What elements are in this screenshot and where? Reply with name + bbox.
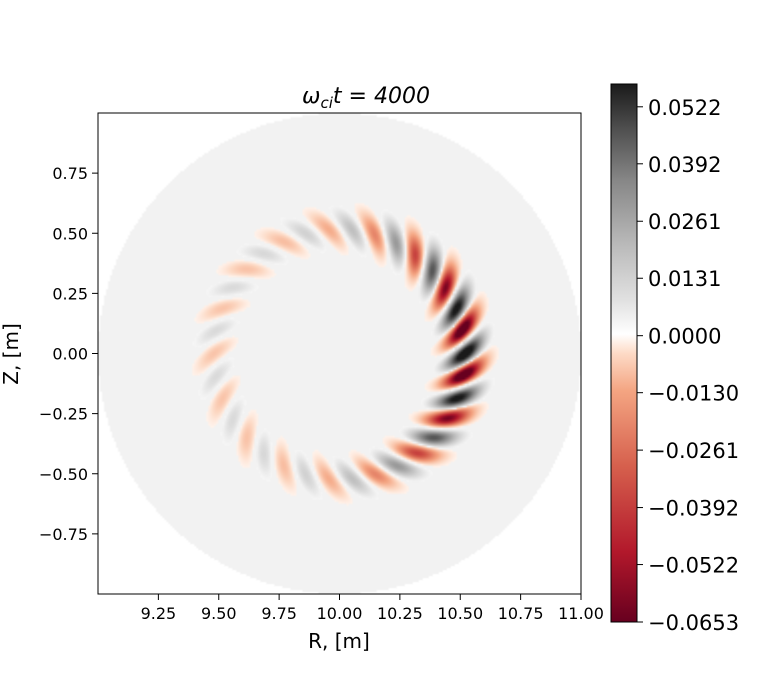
colorbar-tick-label: 0.0261 (648, 210, 721, 234)
x-tick-label: 10.75 (498, 604, 544, 623)
y-tick-label: −0.25 (39, 405, 88, 424)
x-tick-label: 11.00 (558, 604, 604, 623)
x-axis-label: R, [m] (308, 629, 370, 653)
plot-area (97, 112, 582, 595)
colorbar-tick-label: −0.0392 (648, 497, 739, 521)
y-tick-label: 0.00 (52, 345, 88, 364)
x-tick-label: 9.75 (261, 604, 297, 623)
y-tick-label: 0.50 (52, 224, 88, 243)
x-tick-label: 10.50 (437, 604, 483, 623)
colorbar-tick-label: −0.0130 (648, 382, 739, 406)
heatmap-image (98, 113, 581, 594)
x-tick-label: 9.50 (201, 604, 237, 623)
x-tick-label: 9.25 (141, 604, 177, 623)
y-tick-label: 0.25 (52, 284, 88, 303)
y-axis-label: Z, [m] (0, 323, 23, 385)
colorbar-ticks: 0.0522 0.0392 0.0261 0.0131 0.0000 −0.0130 −0.… (637, 96, 739, 635)
y-tick-label: −0.75 (39, 525, 88, 544)
colorbar-tick-label: −0.0522 (648, 554, 739, 578)
colorbar-tick-label: 0.0131 (648, 267, 721, 291)
colorbar-tick-label: −0.0261 (648, 439, 739, 463)
title-rest: t = 4000 (333, 84, 430, 109)
y-axis-ticks: 0.75 0.50 0.25 0.00 −0.25 −0.50 −0.75 (39, 164, 98, 544)
x-tick-label: 10.00 (317, 604, 363, 623)
x-tick-label: 10.25 (377, 604, 423, 623)
colorbar-tick-label: −0.0653 (648, 611, 739, 635)
x-axis-ticks: 9.25 9.50 9.75 10.00 10.25 10.50 10.75 11.00 (141, 594, 604, 623)
y-tick-label: 0.75 (52, 164, 88, 183)
chart-title: ωcit = 4000 (302, 84, 430, 112)
title-omega: ω (302, 84, 320, 109)
colorbar: 0.0522 0.0392 0.0261 0.0131 0.0000 −0.0130 −0.… (610, 83, 739, 635)
title-subscript: ci (320, 94, 333, 112)
colorbar-tick-label: 0.0392 (648, 153, 721, 177)
colorbar-gradient (611, 84, 637, 622)
colorbar-frame (610, 83, 638, 623)
colorbar-tick-label: 0.0522 (648, 96, 721, 120)
y-tick-label: −0.50 (39, 465, 88, 484)
colorbar-tick-label: 0.0000 (648, 325, 721, 349)
